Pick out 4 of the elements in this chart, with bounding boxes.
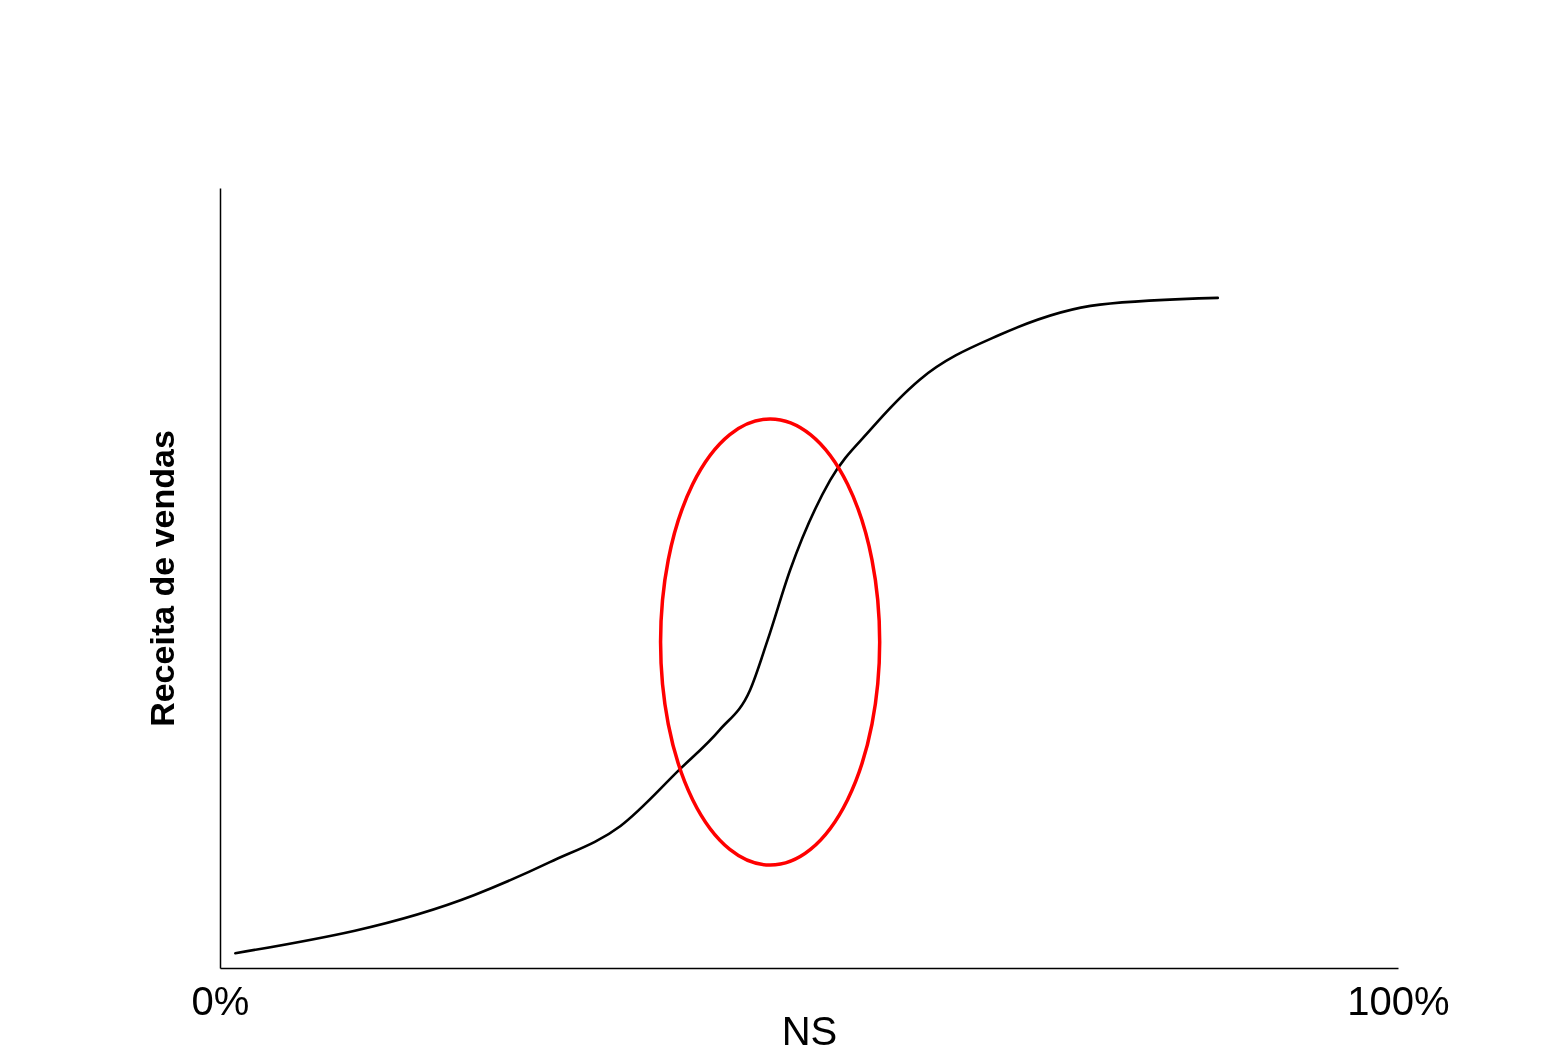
x-tick-label: 100% bbox=[1347, 978, 1450, 1023]
x-tick-label: 0% bbox=[191, 978, 250, 1023]
y-axis-title: Receita de vendas bbox=[142, 430, 181, 727]
x-axis-title: NS bbox=[781, 1008, 838, 1053]
